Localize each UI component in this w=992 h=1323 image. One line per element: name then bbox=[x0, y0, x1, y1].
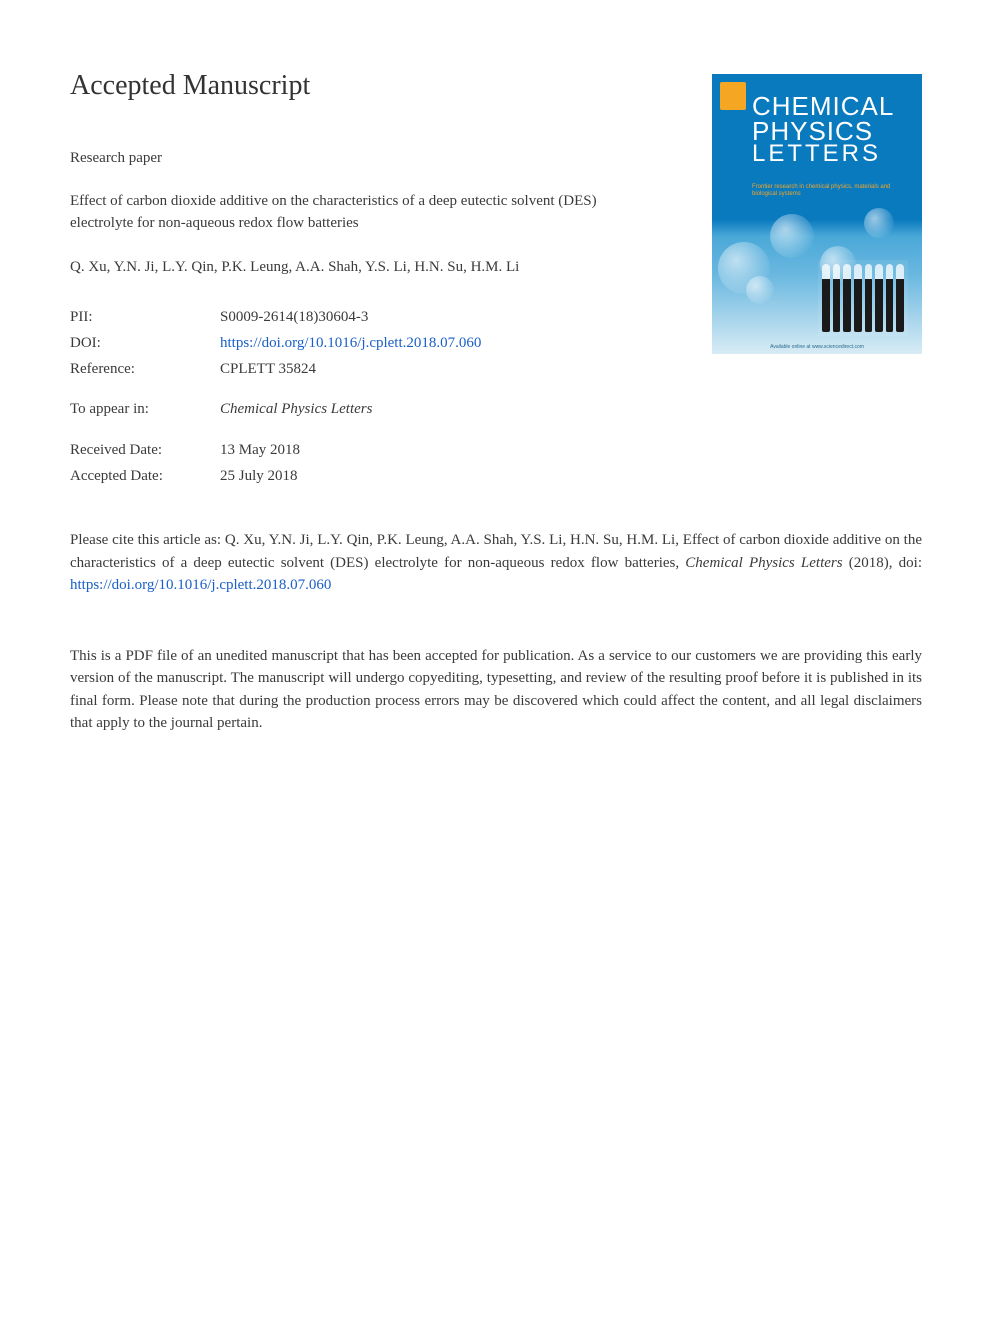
paper-title: Effect of carbon dioxide additive on the… bbox=[70, 191, 650, 235]
test-tube-icon bbox=[854, 264, 862, 332]
test-tube-icon bbox=[886, 264, 894, 332]
test-tube-icon bbox=[843, 264, 851, 332]
test-tube-icon bbox=[865, 264, 873, 332]
citation-journal: Chemical Physics Letters bbox=[685, 555, 842, 571]
disclaimer-text: This is a PDF file of an unedited manusc… bbox=[70, 645, 922, 735]
cover-subtitle: Frontier research in chemical physics, m… bbox=[752, 184, 912, 198]
metadata-block: PII: S0009-2614(18)30604-3 DOI: https://… bbox=[70, 304, 650, 490]
bubble-icon bbox=[864, 208, 894, 238]
accepted-value: 25 July 2018 bbox=[220, 463, 650, 489]
page-heading: Accepted Manuscript bbox=[70, 70, 650, 102]
citation-doi-link[interactable]: https://doi.org/10.1016/j.cplett.2018.07… bbox=[70, 577, 331, 593]
publisher-logo-icon bbox=[720, 82, 746, 110]
cover-title-line1: CHEMICAL bbox=[752, 94, 912, 119]
received-value: 13 May 2018 bbox=[220, 437, 650, 463]
accepted-label: Accepted Date: bbox=[70, 463, 220, 489]
cover-test-tubes-art bbox=[818, 260, 908, 336]
bubble-icon bbox=[770, 214, 814, 258]
test-tube-icon bbox=[875, 264, 883, 332]
cover-title-line3: LETTERS bbox=[752, 143, 912, 166]
paper-type: Research paper bbox=[70, 150, 650, 167]
citation-text: Please cite this article as: Q. Xu, Y.N.… bbox=[70, 529, 922, 597]
appear-value: Chemical Physics Letters bbox=[220, 396, 650, 422]
citation-mid: (2018), doi: bbox=[843, 555, 922, 571]
pii-label: PII: bbox=[70, 304, 220, 330]
received-label: Received Date: bbox=[70, 437, 220, 463]
doi-link[interactable]: https://doi.org/10.1016/j.cplett.2018.07… bbox=[220, 335, 481, 351]
test-tube-icon bbox=[833, 264, 841, 332]
pii-value: S0009-2614(18)30604-3 bbox=[220, 304, 650, 330]
test-tube-icon bbox=[896, 264, 904, 332]
test-tube-icon bbox=[822, 264, 830, 332]
journal-cover: CHEMICAL PHYSICS LETTERS Frontier resear… bbox=[712, 74, 922, 354]
reference-value: CPLETT 35824 bbox=[220, 356, 650, 382]
reference-label: Reference: bbox=[70, 356, 220, 382]
journal-cover-title: CHEMICAL PHYSICS LETTERS bbox=[752, 94, 912, 166]
appear-label: To appear in: bbox=[70, 396, 220, 422]
doi-label: DOI: bbox=[70, 330, 220, 356]
authors-list: Q. Xu, Y.N. Ji, L.Y. Qin, P.K. Leung, A.… bbox=[70, 259, 650, 276]
bubble-icon bbox=[746, 276, 774, 304]
cover-footer-text: Available online at www.sciencedirect.co… bbox=[712, 344, 922, 350]
